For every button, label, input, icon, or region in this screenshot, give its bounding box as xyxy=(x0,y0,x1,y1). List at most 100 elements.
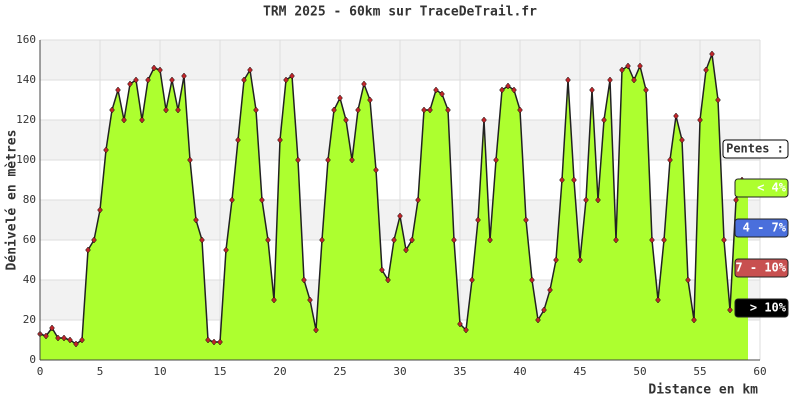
elevation-marker xyxy=(229,196,235,204)
legend-title: Pentes : xyxy=(726,142,784,156)
elevation-marker xyxy=(259,196,265,204)
elevation-marker xyxy=(319,236,325,244)
elevation-marker xyxy=(523,216,529,224)
x-tick-label: 50 xyxy=(633,365,646,378)
elevation-marker xyxy=(379,266,385,274)
elevation-marker xyxy=(469,276,475,284)
elevation-marker xyxy=(241,76,247,84)
elevation-marker xyxy=(499,86,505,94)
elevation-marker xyxy=(115,86,121,94)
y-tick-label: 80 xyxy=(23,193,36,206)
elevation-marker xyxy=(145,76,151,84)
elevation-marker xyxy=(535,316,541,324)
y-tick-label: 40 xyxy=(23,273,36,286)
elevation-marker xyxy=(577,256,583,264)
elevation-marker xyxy=(613,236,619,244)
elevation-marker xyxy=(529,276,535,284)
elevation-marker xyxy=(133,76,139,84)
elevation-marker xyxy=(661,236,667,244)
x-tick-label: 10 xyxy=(153,365,166,378)
x-tick-label: 45 xyxy=(573,365,586,378)
elevation-marker xyxy=(235,136,241,144)
x-axis-label: Distance en km xyxy=(648,383,758,398)
elevation-marker xyxy=(43,332,49,340)
elevation-marker xyxy=(307,296,313,304)
elevation-marker xyxy=(217,338,223,346)
elevation-marker xyxy=(109,106,115,114)
elevation-marker xyxy=(187,156,193,164)
elevation-marker xyxy=(631,76,637,84)
elevation-marker xyxy=(349,156,355,164)
x-tick-label: 55 xyxy=(693,365,706,378)
legend-box xyxy=(734,218,789,238)
elevation-marker xyxy=(643,86,649,94)
elevation-marker xyxy=(313,326,319,334)
elevation-marker xyxy=(157,66,163,74)
elevation-marker xyxy=(583,196,589,204)
elevation-marker xyxy=(79,336,85,344)
legend-label: < 4% xyxy=(757,181,787,195)
elevation-marker xyxy=(181,72,187,80)
elevation-marker xyxy=(373,166,379,174)
elevation-marker xyxy=(451,236,457,244)
y-axis-label: Dénivelé en mètres xyxy=(5,130,20,271)
x-tick-label: 25 xyxy=(333,365,346,378)
legend-box xyxy=(734,258,789,278)
chart-title: TRM 2025 - 60km sur TraceDeTrail.fr xyxy=(263,5,537,20)
elevation-marker xyxy=(733,196,739,204)
elevation-marker xyxy=(391,236,397,244)
elevation-marker xyxy=(619,66,625,74)
elevation-marker xyxy=(247,66,253,74)
elevation-marker xyxy=(211,338,217,346)
x-tick-label: 15 xyxy=(213,365,226,378)
elevation-marker xyxy=(517,106,523,114)
elevation-marker xyxy=(127,80,133,88)
elevation-marker xyxy=(397,212,403,220)
elevation-marker xyxy=(367,96,373,104)
elevation-marker xyxy=(559,176,565,184)
elevation-marker xyxy=(265,236,271,244)
legend-title-box xyxy=(722,139,789,159)
elevation-marker xyxy=(49,324,55,332)
elevation-marker xyxy=(331,106,337,114)
elevation-marker xyxy=(649,236,655,244)
elevation-marker xyxy=(691,316,697,324)
elevation-marker xyxy=(565,76,571,84)
elevation-marker xyxy=(655,296,661,304)
elevation-marker xyxy=(589,86,595,94)
elevation-marker xyxy=(625,62,631,70)
legend-box xyxy=(734,178,789,198)
elevation-marker xyxy=(697,116,703,124)
elevation-marker xyxy=(103,146,109,154)
elevation-marker xyxy=(595,196,601,204)
elevation-marker xyxy=(67,336,73,344)
elevation-marker xyxy=(439,90,445,98)
elevation-marker xyxy=(553,256,559,264)
elevation-marker xyxy=(415,196,421,204)
elevation-marker xyxy=(163,106,169,114)
elevation-marker xyxy=(721,236,727,244)
elevation-marker xyxy=(493,156,499,164)
elevation-marker xyxy=(409,236,415,244)
legend-label: 7 - 10% xyxy=(735,261,786,275)
elevation-marker xyxy=(175,106,181,114)
elevation-marker xyxy=(481,116,487,124)
elevation-marker xyxy=(325,156,331,164)
elevation-marker xyxy=(337,94,343,102)
elevation-marker xyxy=(151,64,157,72)
elevation-marker xyxy=(511,86,517,94)
elevation-marker xyxy=(715,96,721,104)
elevation-marker xyxy=(673,112,679,120)
elevation-marker xyxy=(709,50,715,58)
x-tick-label: 20 xyxy=(273,365,286,378)
elevation-marker xyxy=(271,296,277,304)
y-tick-label: 140 xyxy=(16,73,36,86)
elevation-marker xyxy=(283,76,289,84)
elevation-marker xyxy=(205,336,211,344)
y-tick-label: 100 xyxy=(16,153,36,166)
elevation-marker xyxy=(607,76,613,84)
elevation-marker xyxy=(601,116,607,124)
elevation-marker xyxy=(505,82,511,90)
elevation-marker xyxy=(445,106,451,114)
legend-box xyxy=(734,298,789,318)
